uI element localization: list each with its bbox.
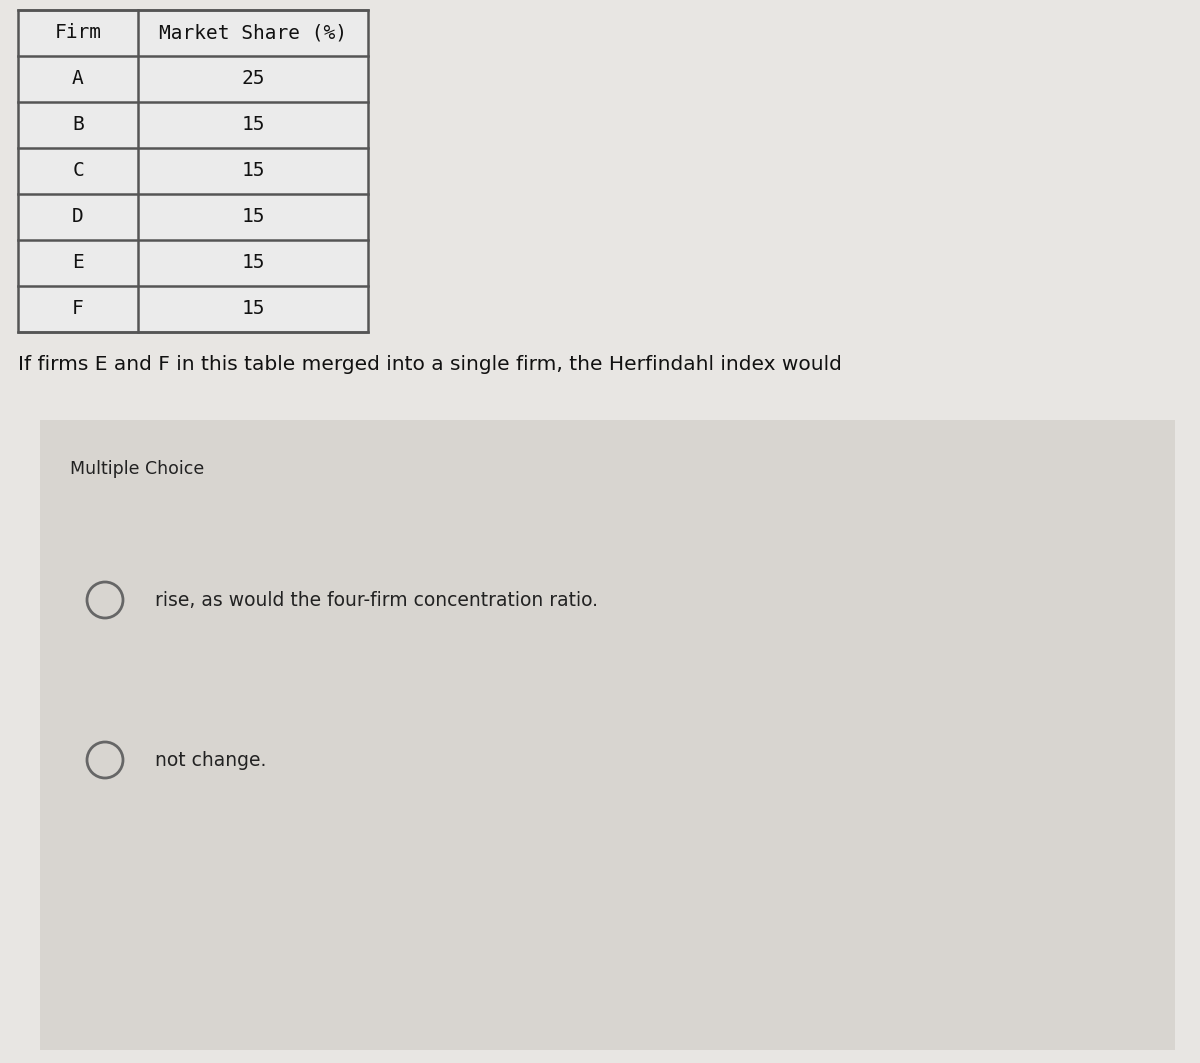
Text: F: F <box>72 300 84 319</box>
Text: Market Share (%): Market Share (%) <box>158 23 347 43</box>
Bar <box>18 10 368 332</box>
Text: 15: 15 <box>241 116 265 135</box>
Text: Firm: Firm <box>54 23 102 43</box>
Text: E: E <box>72 253 84 272</box>
Text: rise, as would the four-firm concentration ratio.: rise, as would the four-firm concentrati… <box>155 591 598 609</box>
Text: not change.: not change. <box>155 750 266 770</box>
Text: 15: 15 <box>241 300 265 319</box>
Text: 15: 15 <box>241 207 265 226</box>
Text: 25: 25 <box>241 69 265 88</box>
Text: A: A <box>72 69 84 88</box>
Bar <box>40 420 1175 1050</box>
Bar <box>18 10 368 332</box>
Text: B: B <box>72 116 84 135</box>
Text: C: C <box>72 162 84 181</box>
Text: 15: 15 <box>241 162 265 181</box>
Text: Multiple Choice: Multiple Choice <box>70 460 204 478</box>
Text: If firms E and F in this table merged into a single firm, the Herfindahl index w: If firms E and F in this table merged in… <box>18 355 842 374</box>
Text: D: D <box>72 207 84 226</box>
Text: 15: 15 <box>241 253 265 272</box>
